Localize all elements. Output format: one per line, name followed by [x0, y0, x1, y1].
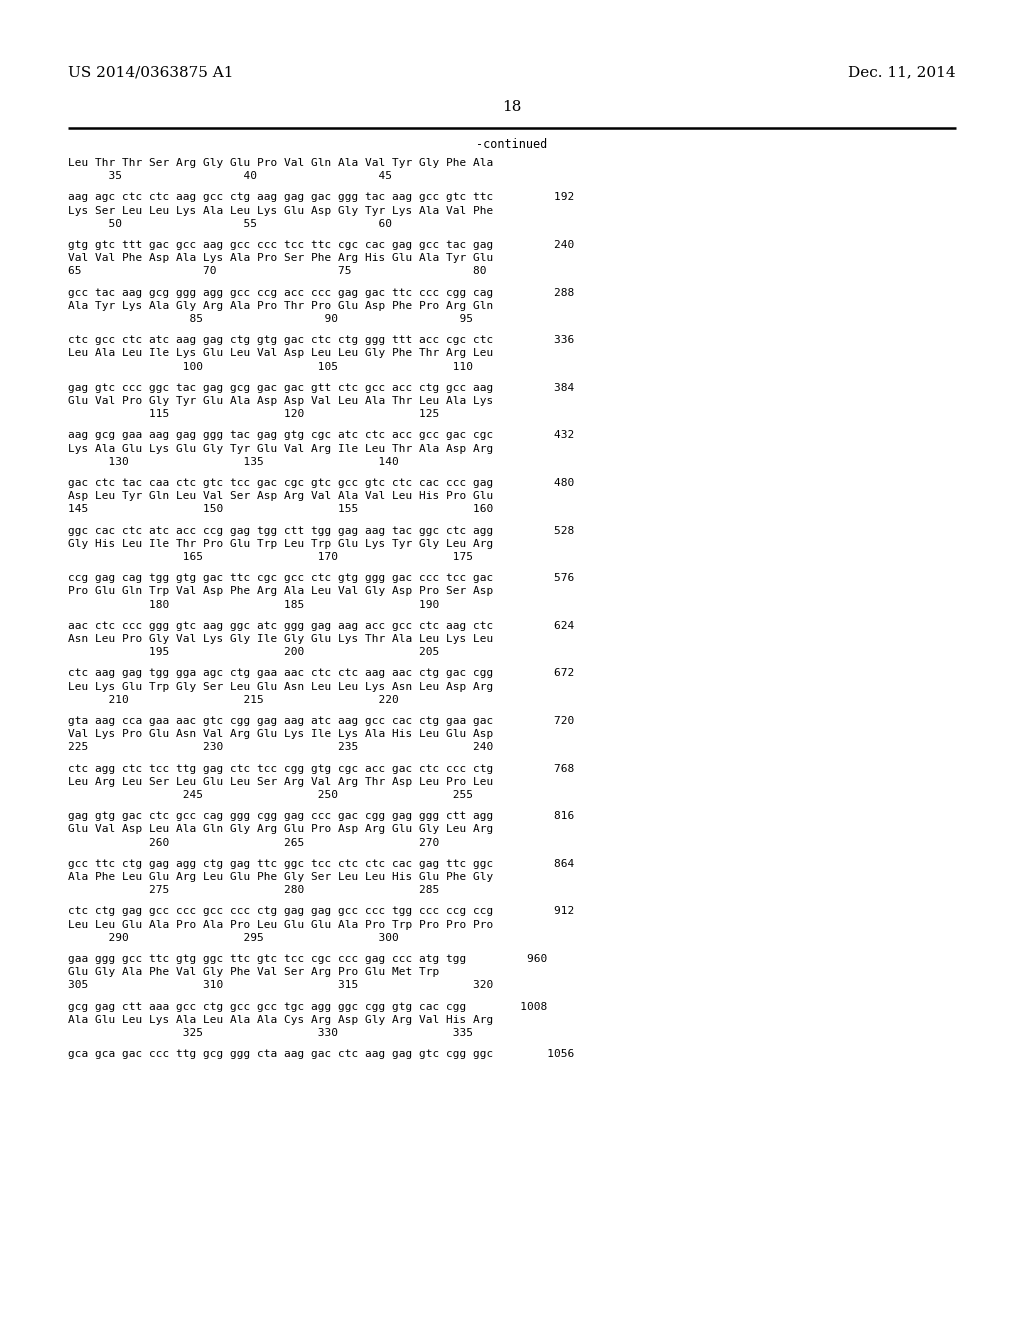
Text: ctc aag gag tgg gga agc ctg gaa aac ctc ctc aag aac ctg gac cgg         672: ctc aag gag tgg gga agc ctg gaa aac ctc … [68, 668, 574, 678]
Text: gag gtc ccc ggc tac gag gcg gac gac gtt ctc gcc acc ctg gcc aag         384: gag gtc ccc ggc tac gag gcg gac gac gtt … [68, 383, 574, 393]
Text: gca gca gac ccc ttg gcg ggg cta aag gac ctc aag gag gtc cgg ggc        1056: gca gca gac ccc ttg gcg ggg cta aag gac … [68, 1049, 574, 1059]
Text: aag gcg gaa aag gag ggg tac gag gtg cgc atc ctc acc gcc gac cgc         432: aag gcg gaa aag gag ggg tac gag gtg cgc … [68, 430, 574, 441]
Text: Leu Lys Glu Trp Gly Ser Leu Glu Asn Leu Leu Lys Asn Leu Asp Arg: Leu Lys Glu Trp Gly Ser Leu Glu Asn Leu … [68, 681, 494, 692]
Text: 165                 170                 175: 165 170 175 [68, 552, 473, 562]
Text: gaa ggg gcc ttc gtg ggc ttc gtc tcc cgc ccc gag ccc atg tgg         960: gaa ggg gcc ttc gtg ggc ttc gtc tcc cgc … [68, 954, 547, 964]
Text: 305                 310                 315                 320: 305 310 315 320 [68, 981, 494, 990]
Text: Val Val Phe Asp Ala Lys Ala Pro Ser Phe Arg His Glu Ala Tyr Glu: Val Val Phe Asp Ala Lys Ala Pro Ser Phe … [68, 253, 494, 263]
Text: 180                 185                 190: 180 185 190 [68, 599, 439, 610]
Text: US 2014/0363875 A1: US 2014/0363875 A1 [68, 65, 233, 79]
Text: Glu Gly Ala Phe Val Gly Phe Val Ser Arg Pro Glu Met Trp: Glu Gly Ala Phe Val Gly Phe Val Ser Arg … [68, 968, 439, 977]
Text: -continued: -continued [476, 139, 548, 150]
Text: Glu Val Pro Gly Tyr Glu Ala Asp Asp Val Leu Ala Thr Leu Ala Lys: Glu Val Pro Gly Tyr Glu Ala Asp Asp Val … [68, 396, 494, 407]
Text: gta aag cca gaa aac gtc cgg gag aag atc aag gcc cac ctg gaa gac         720: gta aag cca gaa aac gtc cgg gag aag atc … [68, 715, 574, 726]
Text: 115                 120                 125: 115 120 125 [68, 409, 439, 420]
Text: 85                  90                  95: 85 90 95 [68, 314, 473, 323]
Text: Pro Glu Gln Trp Val Asp Phe Arg Ala Leu Val Gly Asp Pro Ser Asp: Pro Glu Gln Trp Val Asp Phe Arg Ala Leu … [68, 586, 494, 597]
Text: ccg gag cag tgg gtg gac ttc cgc gcc ctc gtg ggg gac ccc tcc gac         576: ccg gag cag tgg gtg gac ttc cgc gcc ctc … [68, 573, 574, 583]
Text: 65                  70                  75                  80: 65 70 75 80 [68, 267, 486, 276]
Text: Asn Leu Pro Gly Val Lys Gly Ile Gly Glu Lys Thr Ala Leu Lys Leu: Asn Leu Pro Gly Val Lys Gly Ile Gly Glu … [68, 634, 494, 644]
Text: Leu Ala Leu Ile Lys Glu Leu Val Asp Leu Leu Gly Phe Thr Arg Leu: Leu Ala Leu Ile Lys Glu Leu Val Asp Leu … [68, 348, 494, 359]
Text: Val Lys Pro Glu Asn Val Arg Glu Lys Ile Lys Ala His Leu Glu Asp: Val Lys Pro Glu Asn Val Arg Glu Lys Ile … [68, 729, 494, 739]
Text: gcg gag ctt aaa gcc ctg gcc gcc tgc agg ggc cgg gtg cac cgg        1008: gcg gag ctt aaa gcc ctg gcc gcc tgc agg … [68, 1002, 547, 1011]
Text: Leu Arg Leu Ser Leu Glu Leu Ser Arg Val Arg Thr Asp Leu Pro Leu: Leu Arg Leu Ser Leu Glu Leu Ser Arg Val … [68, 776, 494, 787]
Text: 50                  55                  60: 50 55 60 [68, 219, 392, 228]
Text: Leu Leu Glu Ala Pro Ala Pro Leu Glu Glu Ala Pro Trp Pro Pro Pro: Leu Leu Glu Ala Pro Ala Pro Leu Glu Glu … [68, 920, 494, 929]
Text: 35                  40                  45: 35 40 45 [68, 172, 392, 181]
Text: Ala Phe Leu Glu Arg Leu Glu Phe Gly Ser Leu Leu His Glu Phe Gly: Ala Phe Leu Glu Arg Leu Glu Phe Gly Ser … [68, 873, 494, 882]
Text: 290                 295                 300: 290 295 300 [68, 933, 398, 942]
Text: Lys Ser Leu Leu Lys Ala Leu Lys Glu Asp Gly Tyr Lys Ala Val Phe: Lys Ser Leu Leu Lys Ala Leu Lys Glu Asp … [68, 206, 494, 215]
Text: 275                 280                 285: 275 280 285 [68, 886, 439, 895]
Text: 145                 150                 155                 160: 145 150 155 160 [68, 504, 494, 515]
Text: 245                 250                 255: 245 250 255 [68, 789, 473, 800]
Text: 210                 215                 220: 210 215 220 [68, 694, 398, 705]
Text: Asp Leu Tyr Gln Leu Val Ser Asp Arg Val Ala Val Leu His Pro Glu: Asp Leu Tyr Gln Leu Val Ser Asp Arg Val … [68, 491, 494, 502]
Text: ctc ctg gag gcc ccc gcc ccc ctg gag gag gcc ccc tgg ccc ccg ccg         912: ctc ctg gag gcc ccc gcc ccc ctg gag gag … [68, 907, 574, 916]
Text: 225                 230                 235                 240: 225 230 235 240 [68, 742, 494, 752]
Text: 260                 265                 270: 260 265 270 [68, 838, 439, 847]
Text: Dec. 11, 2014: Dec. 11, 2014 [848, 65, 956, 79]
Text: 18: 18 [503, 100, 521, 114]
Text: gcc tac aag gcg ggg agg gcc ccg acc ccc gag gac ttc ccc cgg cag         288: gcc tac aag gcg ggg agg gcc ccg acc ccc … [68, 288, 574, 297]
Text: Ala Glu Leu Lys Ala Leu Ala Ala Cys Arg Asp Gly Arg Val His Arg: Ala Glu Leu Lys Ala Leu Ala Ala Cys Arg … [68, 1015, 494, 1024]
Text: aag agc ctc ctc aag gcc ctg aag gag gac ggg tac aag gcc gtc ttc         192: aag agc ctc ctc aag gcc ctg aag gag gac … [68, 193, 574, 202]
Text: Leu Thr Thr Ser Arg Gly Glu Pro Val Gln Ala Val Tyr Gly Phe Ala: Leu Thr Thr Ser Arg Gly Glu Pro Val Gln … [68, 158, 494, 168]
Text: Ala Tyr Lys Ala Gly Arg Ala Pro Thr Pro Glu Asp Phe Pro Arg Gln: Ala Tyr Lys Ala Gly Arg Ala Pro Thr Pro … [68, 301, 494, 310]
Text: ctc agg ctc tcc ttg gag ctc tcc cgg gtg cgc acc gac ctc ccc ctg         768: ctc agg ctc tcc ttg gag ctc tcc cgg gtg … [68, 763, 574, 774]
Text: gcc ttc ctg gag agg ctg gag ttc ggc tcc ctc ctc cac gag ttc ggc         864: gcc ttc ctg gag agg ctg gag ttc ggc tcc … [68, 859, 574, 869]
Text: gtg gtc ttt gac gcc aag gcc ccc tcc ttc cgc cac gag gcc tac gag         240: gtg gtc ttt gac gcc aag gcc ccc tcc ttc … [68, 240, 574, 249]
Text: 130                 135                 140: 130 135 140 [68, 457, 398, 467]
Text: Lys Ala Glu Lys Glu Gly Tyr Glu Val Arg Ile Leu Thr Ala Asp Arg: Lys Ala Glu Lys Glu Gly Tyr Glu Val Arg … [68, 444, 494, 454]
Text: gag gtg gac ctc gcc cag ggg cgg gag ccc gac cgg gag ggg ctt agg         816: gag gtg gac ctc gcc cag ggg cgg gag ccc … [68, 812, 574, 821]
Text: Gly His Leu Ile Thr Pro Glu Trp Leu Trp Glu Lys Tyr Gly Leu Arg: Gly His Leu Ile Thr Pro Glu Trp Leu Trp … [68, 539, 494, 549]
Text: 100                 105                 110: 100 105 110 [68, 362, 473, 372]
Text: aac ctc ccc ggg gtc aag ggc atc ggg gag aag acc gcc ctc aag ctc         624: aac ctc ccc ggg gtc aag ggc atc ggg gag … [68, 620, 574, 631]
Text: 195                 200                 205: 195 200 205 [68, 647, 439, 657]
Text: Glu Val Asp Leu Ala Gln Gly Arg Glu Pro Asp Arg Glu Gly Leu Arg: Glu Val Asp Leu Ala Gln Gly Arg Glu Pro … [68, 825, 494, 834]
Text: ctc gcc ctc atc aag gag ctg gtg gac ctc ctg ggg ttt acc cgc ctc         336: ctc gcc ctc atc aag gag ctg gtg gac ctc … [68, 335, 574, 346]
Text: ggc cac ctc atc acc ccg gag tgg ctt tgg gag aag tac ggc ctc agg         528: ggc cac ctc atc acc ccg gag tgg ctt tgg … [68, 525, 574, 536]
Text: gac ctc tac caa ctc gtc tcc gac cgc gtc gcc gtc ctc cac ccc gag         480: gac ctc tac caa ctc gtc tcc gac cgc gtc … [68, 478, 574, 488]
Text: 325                 330                 335: 325 330 335 [68, 1028, 473, 1038]
